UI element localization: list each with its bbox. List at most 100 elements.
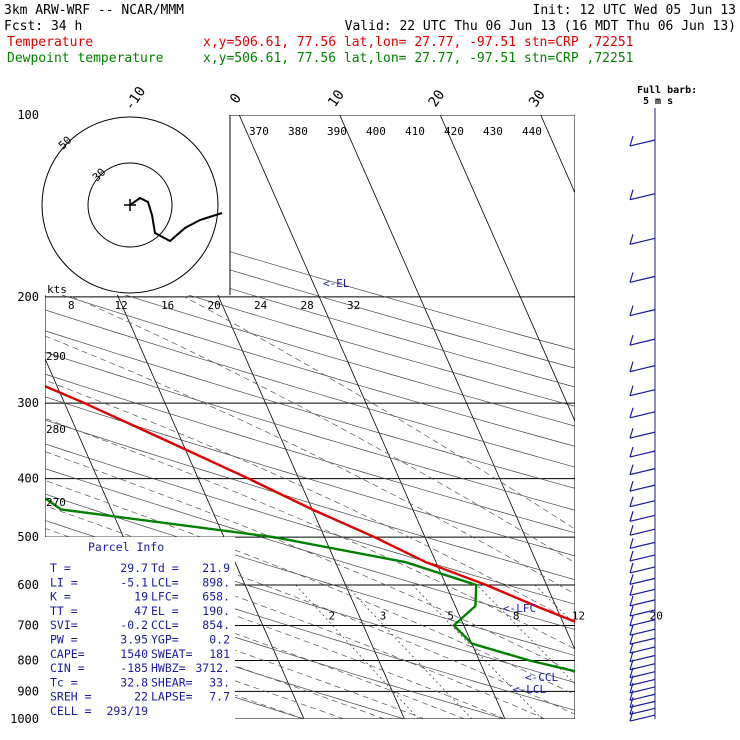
hodograph-ring-50 [41, 116, 219, 294]
model-title: 3km ARW-WRF -- NCAR/MMM [4, 3, 184, 18]
moist-adiabat [45, 599, 385, 719]
wind-barb [629, 714, 656, 722]
mixing-ratio-label-20: 20 [650, 609, 663, 622]
temperature-profile [45, 384, 575, 623]
parcel-info-cell: 21.9 [202, 561, 230, 575]
wind-barb [629, 411, 656, 419]
lcl-annotation: <-LCL [513, 683, 546, 696]
isotherm [439, 115, 575, 423]
wind-barb [629, 663, 656, 671]
wind-barb [629, 468, 656, 476]
valid-time: Valid: 22 UTC Thu 06 Jun 13 (16 MDT Thu … [345, 19, 736, 34]
parcel-info-cell: 190. [202, 604, 230, 618]
pressure-label-1000: 1000 [10, 712, 39, 726]
pressure-label-700: 700 [17, 618, 39, 632]
parcel-info-cell: LCL= [151, 575, 179, 589]
parcel-info-cell: CCL= [151, 618, 179, 632]
parcel-info-cell: 293/19 [106, 704, 148, 718]
wind-barb [629, 599, 656, 607]
parcel-info-cell: -185 [120, 661, 148, 675]
wind-barb [629, 389, 656, 397]
wind-barb [629, 554, 656, 562]
wind-barb [629, 338, 656, 346]
pressure-label-800: 800 [17, 653, 39, 667]
wind-barb [629, 628, 656, 636]
parcel-info-cell: SHEAR= [151, 675, 193, 689]
hodograph-axis-label-24: 24 [254, 299, 268, 312]
hodograph-ring-30 [87, 162, 173, 248]
wind-barb [629, 588, 656, 596]
parcel-info-cell: 32.8 [120, 675, 148, 689]
wind-barb [629, 514, 656, 522]
wind-barbs [629, 108, 656, 722]
moist-adiabat [45, 505, 575, 715]
parcel-info-cell: 898. [202, 575, 230, 589]
theta-label-280: 280 [46, 423, 66, 436]
hodograph-axis-label-12: 12 [115, 299, 128, 312]
parcel-info-cell: 29.7 [120, 561, 148, 575]
isotherm [339, 115, 575, 651]
theta-label-400: 400 [366, 125, 386, 138]
parcel-info-cell: LFC= [151, 590, 179, 604]
moist-adiabat [45, 418, 575, 650]
dry-adiabat [45, 309, 575, 468]
parcel-info-cell: TT = [50, 604, 78, 618]
theta-label-270: 270 [46, 496, 66, 509]
dry-adiabat [45, 330, 575, 489]
wind-barb [629, 609, 656, 617]
parcel-info-cell: 22 [134, 690, 148, 704]
dry-adiabat [45, 493, 575, 656]
wind-barb [629, 619, 656, 627]
mixing-ratio-label-8: 8 [513, 609, 520, 622]
wind-barb [629, 500, 656, 508]
isotherm [238, 115, 506, 719]
hodograph-axis-label-16: 16 [161, 299, 174, 312]
parcel-info-cell: 3.95 [120, 633, 148, 647]
parcel-info-cell: 658. [202, 590, 230, 604]
pressure-label-100: 100 [17, 108, 39, 122]
wind-barb [629, 693, 656, 701]
parcel-info-title: Parcel Info [88, 540, 164, 554]
temperature-legend-label: Temperature [7, 35, 93, 50]
wind-barb [629, 237, 656, 245]
parcel-info-cell: 7.7 [209, 690, 230, 704]
pressure-label-400: 400 [17, 472, 39, 486]
moist-adiabat [45, 614, 345, 719]
temperature-label-30: 30 [526, 87, 549, 110]
hodograph-axis-label-28: 28 [301, 299, 314, 312]
wind-barb [629, 566, 656, 574]
wind-barb [629, 686, 656, 694]
wind-barb [629, 484, 656, 492]
moist-adiabat [71, 296, 575, 564]
el-annotation: <-EL [323, 277, 350, 290]
hodograph-axis-label-8: 8 [68, 299, 75, 312]
wind-barb [629, 654, 656, 663]
dry-adiabat [45, 269, 575, 427]
parcel-info-cell: 19 [134, 590, 148, 604]
barb-legend-title: Full barb: [637, 85, 697, 96]
wind-barb [629, 541, 656, 549]
temperature-legend-info: x,y=506.61, 77.56 lat,lon= 27.77, -97.51… [203, 35, 633, 50]
barb-legend-unit: 5 m s [643, 96, 673, 107]
moist-adiabat [45, 451, 575, 674]
temperature-label--10: -10 [122, 84, 150, 114]
lfc-annotation: <-LFC [503, 602, 536, 615]
forecast-hour: Fcst: 34 h [4, 19, 82, 34]
moist-adiabat [45, 379, 575, 624]
theta-label-380: 380 [288, 125, 308, 138]
moist-adiabat [45, 335, 575, 595]
init-time: Init: 12 UTC Wed 05 Jun 13 [533, 3, 737, 18]
parcel-info-cell: CAPE= [50, 647, 85, 661]
parcel-info-cell: SVI= [50, 618, 78, 632]
theta-label-370: 370 [249, 125, 269, 138]
parcel-info-cell: CIN = [50, 661, 85, 675]
parcel-info-cell: LAPSE= [151, 690, 193, 704]
parcel-info-cell: HWBZ= [151, 661, 186, 675]
isotherm [0, 115, 3, 719]
dewpoint-legend-info: x,y=506.61, 77.56 lat,lon= 27.77, -97.51… [203, 51, 633, 66]
mixing-ratio-line [476, 584, 575, 685]
parcel-info-cell: T = [50, 561, 71, 575]
wind-barb [629, 577, 656, 585]
hodograph-trace [129, 196, 223, 243]
